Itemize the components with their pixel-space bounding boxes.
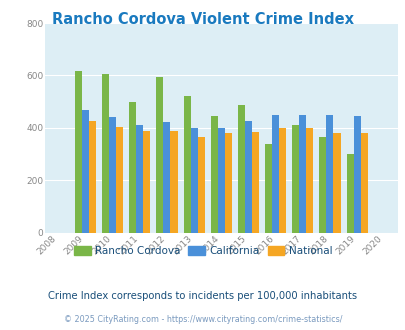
Text: © 2025 CityRating.com - https://www.cityrating.com/crime-statistics/: © 2025 CityRating.com - https://www.city… — [64, 315, 341, 324]
Bar — [129, 102, 136, 233]
Legend: Rancho Cordova, California, National: Rancho Cordova, California, National — [70, 242, 335, 260]
Bar — [244, 121, 252, 233]
Bar — [333, 133, 340, 233]
Bar — [237, 105, 244, 233]
Bar — [224, 133, 231, 233]
Bar — [271, 115, 279, 233]
Bar — [353, 116, 360, 233]
Bar — [197, 137, 204, 233]
Bar — [190, 128, 197, 233]
Bar — [305, 128, 313, 233]
Bar — [217, 128, 224, 233]
Bar — [326, 115, 333, 233]
Bar — [143, 131, 150, 233]
Bar — [183, 96, 190, 233]
Bar — [319, 137, 326, 233]
Bar — [292, 125, 298, 233]
Bar — [252, 132, 258, 233]
Bar — [89, 120, 96, 233]
Bar — [346, 154, 353, 233]
Bar — [102, 74, 109, 233]
Bar — [156, 77, 163, 233]
Bar — [298, 115, 305, 233]
Bar — [210, 116, 217, 233]
Bar — [82, 110, 89, 233]
Bar — [109, 116, 116, 233]
Bar — [170, 131, 177, 233]
Bar — [360, 133, 367, 233]
Bar — [75, 71, 82, 233]
Text: Rancho Cordova Violent Crime Index: Rancho Cordova Violent Crime Index — [52, 12, 353, 26]
Text: Crime Index corresponds to incidents per 100,000 inhabitants: Crime Index corresponds to incidents per… — [48, 291, 357, 301]
Bar — [163, 122, 170, 233]
Bar — [279, 128, 286, 233]
Bar — [116, 127, 123, 233]
Bar — [136, 125, 143, 233]
Bar — [264, 144, 271, 233]
